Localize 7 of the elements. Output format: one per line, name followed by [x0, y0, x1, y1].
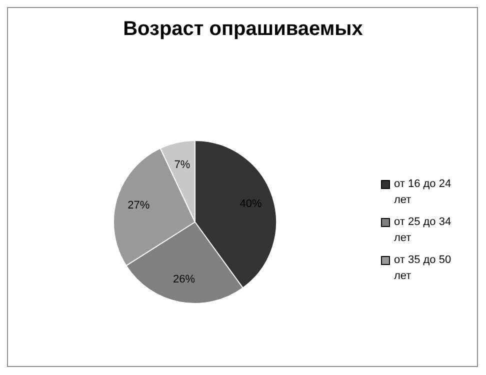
legend-label: от 16 до 24 лет: [394, 177, 452, 208]
legend-label: от 35 до 50 лет: [394, 253, 452, 284]
data-label: 7%: [174, 158, 190, 171]
chart-title: Возраст опрашиваемых: [122, 18, 364, 41]
data-label: 27%: [128, 200, 150, 212]
legend-label: от 25 до 34 лет: [394, 215, 452, 246]
data-label: 26%: [172, 274, 196, 286]
